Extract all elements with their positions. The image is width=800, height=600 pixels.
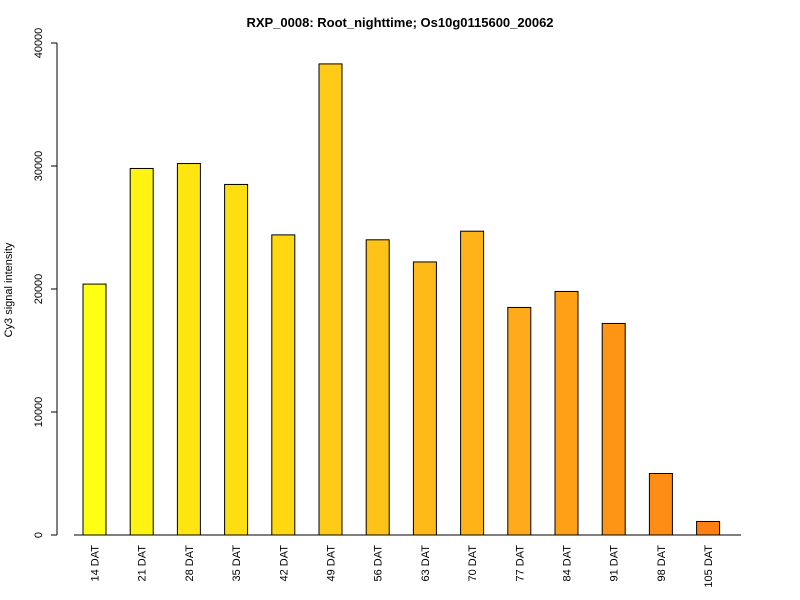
- bar: [318, 63, 343, 536]
- y-axis-label: Cy3 signal intensity: [3, 242, 15, 337]
- x-tick-label: 98 DAT: [656, 545, 668, 582]
- bar: [648, 473, 673, 536]
- y-tick-label: 30000: [33, 151, 45, 182]
- x-tick-label: 56 DAT: [373, 545, 385, 582]
- bar: [365, 239, 390, 536]
- bar: [224, 183, 249, 536]
- y-tick-label: 0: [33, 532, 45, 538]
- x-tick-labels: 14 DAT 21 DAT 28 DAT 35 DAT 42 DAT 49 DAT 56 D…: [90, 545, 716, 588]
- x-tick-label: 21 DAT: [137, 545, 149, 582]
- bar: [82, 283, 107, 536]
- chart-title: RXP_0008: Root_nighttime; Os10g0115600_2…: [246, 15, 553, 30]
- x-tick-label: 35 DAT: [231, 545, 243, 582]
- x-tick-label: 105 DAT: [703, 545, 715, 588]
- bar: [412, 261, 437, 536]
- bar: [507, 306, 532, 536]
- x-tick-label: 77 DAT: [514, 545, 526, 582]
- y-tick-label: 10000: [33, 397, 45, 428]
- bar: [554, 290, 579, 536]
- bar: [176, 163, 201, 536]
- y-axis: 0 10000 20000 30000 40000: [33, 28, 58, 538]
- bar: [271, 234, 296, 536]
- x-tick-label: 91 DAT: [609, 545, 621, 582]
- x-tick-label: 49 DAT: [326, 545, 338, 582]
- x-tick-label: 70 DAT: [467, 545, 479, 582]
- bar: [129, 167, 154, 536]
- x-tick-label: 42 DAT: [278, 545, 290, 582]
- x-tick-label: 63 DAT: [420, 545, 432, 582]
- bar: [601, 322, 626, 536]
- bar: [696, 520, 721, 536]
- x-tick-label: 14 DAT: [90, 545, 102, 582]
- y-tick-label: 20000: [33, 274, 45, 305]
- x-tick-label: 84 DAT: [562, 545, 574, 582]
- x-tick-label: 28 DAT: [184, 545, 196, 582]
- y-tick-label: 40000: [33, 28, 45, 59]
- bar: [460, 230, 485, 536]
- bars-group: [82, 63, 721, 536]
